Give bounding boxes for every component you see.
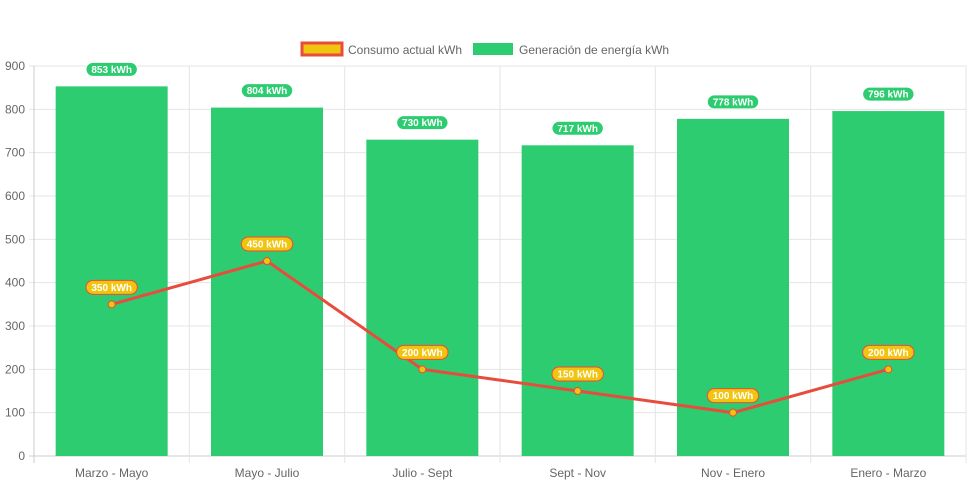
data-label: 730 kWh	[396, 115, 449, 131]
y-tick-label: 600	[5, 189, 25, 203]
y-tick-label: 0	[18, 449, 25, 463]
data-label-text: 804 kWh	[247, 86, 288, 97]
data-label: 200 kWh	[862, 344, 915, 360]
data-label: 778 kWh	[706, 94, 760, 110]
y-tick-label: 200	[5, 362, 25, 376]
data-label-badge	[240, 236, 294, 252]
data-label-text: 150 kWh	[557, 370, 598, 381]
data-label-badge	[862, 344, 915, 360]
data-label: 150 kWh	[551, 366, 604, 382]
legend: Consumo actual kWh Generación de energía …	[300, 41, 669, 57]
x-tick-label: Marzo - Mayo	[75, 466, 149, 480]
data-label-badge	[706, 388, 760, 404]
legend-item-generacion[interactable]: Generación de energía kWh	[473, 43, 669, 57]
data-label-badge	[551, 366, 604, 382]
consumption-point	[573, 387, 582, 395]
data-label: 804 kWh	[240, 83, 294, 99]
data-label: 200 kWh	[396, 344, 449, 360]
consumption-point	[263, 257, 271, 265]
consumption-line	[111, 259, 889, 415]
data-label-badge	[396, 115, 449, 131]
data-label-text: 450 kWh	[247, 240, 288, 251]
generation-bar	[366, 139, 479, 456]
legend-swatch-generacion	[473, 43, 513, 55]
y-tick-label: 100	[5, 406, 25, 420]
legend-swatch-consumo	[300, 41, 344, 57]
data-label-badge	[85, 279, 138, 295]
data-label-text: 350 kWh	[91, 283, 132, 294]
legend-item-consumo[interactable]: Consumo actual kWh	[300, 41, 462, 57]
data-label-text: 200 kWh	[402, 348, 443, 359]
y-tick-label: 400	[5, 276, 25, 290]
generation-bar	[677, 118, 789, 456]
generation-bar	[521, 145, 634, 457]
y-tick-label: 500	[5, 232, 25, 246]
y-tick-label: 800	[5, 102, 25, 116]
x-tick-label: Mayo - Julio	[235, 466, 300, 480]
data-label-text: 730 kWh	[402, 118, 443, 129]
data-label-badge	[551, 120, 604, 136]
x-tick-label: Enero - Marzo	[850, 466, 926, 480]
data-label-text: 853 kWh	[91, 65, 132, 76]
data-label: 796 kWh	[862, 86, 915, 102]
data-label-badge	[240, 83, 294, 99]
data-label-badge	[85, 61, 138, 77]
y-tick-label: 700	[5, 146, 25, 160]
x-tick-label: Sept - Nov	[549, 466, 606, 480]
data-label-text: 778 kWh	[713, 97, 754, 108]
generation-bar	[211, 107, 323, 456]
data-label: 853 kWh	[85, 61, 138, 77]
data-label: 350 kWh	[85, 279, 138, 295]
y-tick-label: 300	[5, 319, 25, 333]
consumption-point	[884, 365, 893, 374]
consumption-point	[729, 408, 737, 417]
generation-bar	[55, 86, 168, 456]
data-label: 100 kWh	[706, 388, 760, 404]
x-tick-label: Nov - Enero	[701, 466, 765, 480]
data-label: 717 kWh	[551, 120, 604, 136]
data-label-badge	[862, 86, 915, 102]
data-label: 450 kWh	[240, 236, 294, 252]
data-label-text: 717 kWh	[557, 124, 598, 135]
data-label-text: 200 kWh	[868, 348, 909, 359]
x-tick-label: Julio - Sept	[392, 466, 453, 480]
generation-bar	[832, 111, 945, 457]
data-label-badge	[396, 344, 449, 360]
consumption-point	[418, 365, 427, 374]
data-label-text: 796 kWh	[868, 90, 909, 101]
consumption-point	[107, 300, 116, 309]
legend-label-generacion: Generación de energía kWh	[519, 43, 669, 57]
data-label-badge	[706, 94, 760, 110]
y-tick-label: 900	[5, 59, 25, 73]
legend-label-consumo: Consumo actual kWh	[348, 43, 462, 57]
data-label-text: 100 kWh	[713, 391, 754, 402]
